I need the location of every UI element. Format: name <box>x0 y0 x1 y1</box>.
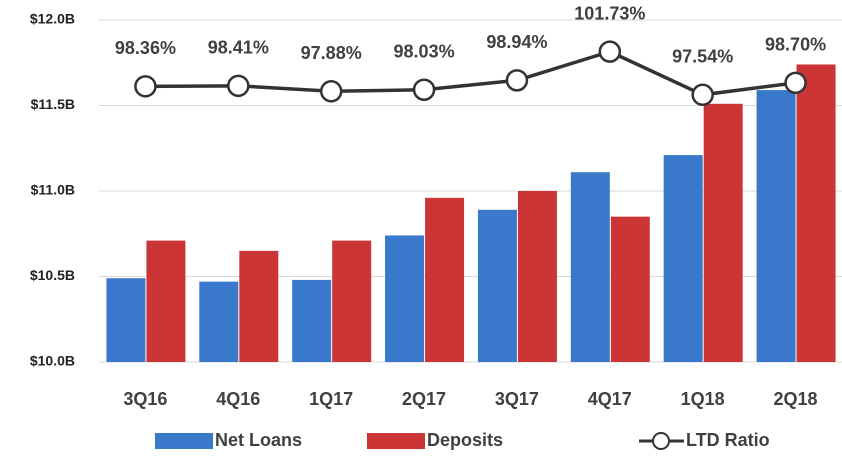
y-tick-label: $10.0B <box>30 353 75 369</box>
bar <box>477 209 517 362</box>
bar <box>199 281 239 362</box>
x-tick-label: 3Q17 <box>495 389 539 409</box>
bar <box>663 155 703 362</box>
bar <box>570 172 610 362</box>
line-marker <box>227 74 250 98</box>
x-tick-label: 4Q16 <box>216 389 260 409</box>
line-marker <box>134 75 157 98</box>
bar <box>610 216 650 362</box>
legend-label: Net Loans <box>215 430 302 450</box>
bar <box>703 103 743 362</box>
data-label: 98.94% <box>486 32 547 52</box>
bar <box>796 64 836 363</box>
bar <box>385 235 425 362</box>
data-label: 97.54% <box>672 47 733 67</box>
line-marker <box>598 40 622 63</box>
bar <box>517 191 557 362</box>
x-tick-label: 3Q16 <box>123 389 167 409</box>
y-tick-label: $11.0B <box>31 182 75 198</box>
bar <box>425 197 465 362</box>
y-tick-label: $12.0B <box>30 11 75 27</box>
data-label: 98.41% <box>208 38 269 58</box>
legend-swatch <box>367 433 425 449</box>
legend-label: LTD Ratio <box>686 430 770 450</box>
line-marker <box>319 80 343 103</box>
line-marker <box>505 69 529 92</box>
bar <box>239 250 279 362</box>
data-label: 98.70% <box>765 35 826 55</box>
data-label: 98.03% <box>394 41 455 61</box>
line-marker <box>691 83 714 107</box>
data-label: 98.36% <box>115 38 176 58</box>
bar <box>332 240 372 362</box>
legend-swatch <box>652 432 670 450</box>
legend-swatch <box>155 433 213 449</box>
bar <box>756 90 796 363</box>
bar <box>106 278 146 362</box>
line <box>145 49 796 97</box>
x-tick-label: 4Q17 <box>588 389 632 409</box>
x-tick-label: 2Q17 <box>402 389 446 409</box>
x-tick-label: 2Q18 <box>774 389 818 409</box>
bar <box>146 240 186 362</box>
legend-label: Deposits <box>427 430 503 450</box>
line-marker <box>784 71 807 95</box>
x-tick-label: 1Q18 <box>681 389 725 409</box>
y-tick-label: $10.5B <box>30 267 75 283</box>
x-tick-label: 1Q17 <box>309 389 353 409</box>
data-label: 101.73% <box>574 3 645 23</box>
y-tick-label: $11.5B <box>31 96 75 112</box>
data-label: 97.88% <box>301 43 362 63</box>
line-marker <box>412 78 436 101</box>
bar <box>292 279 332 362</box>
